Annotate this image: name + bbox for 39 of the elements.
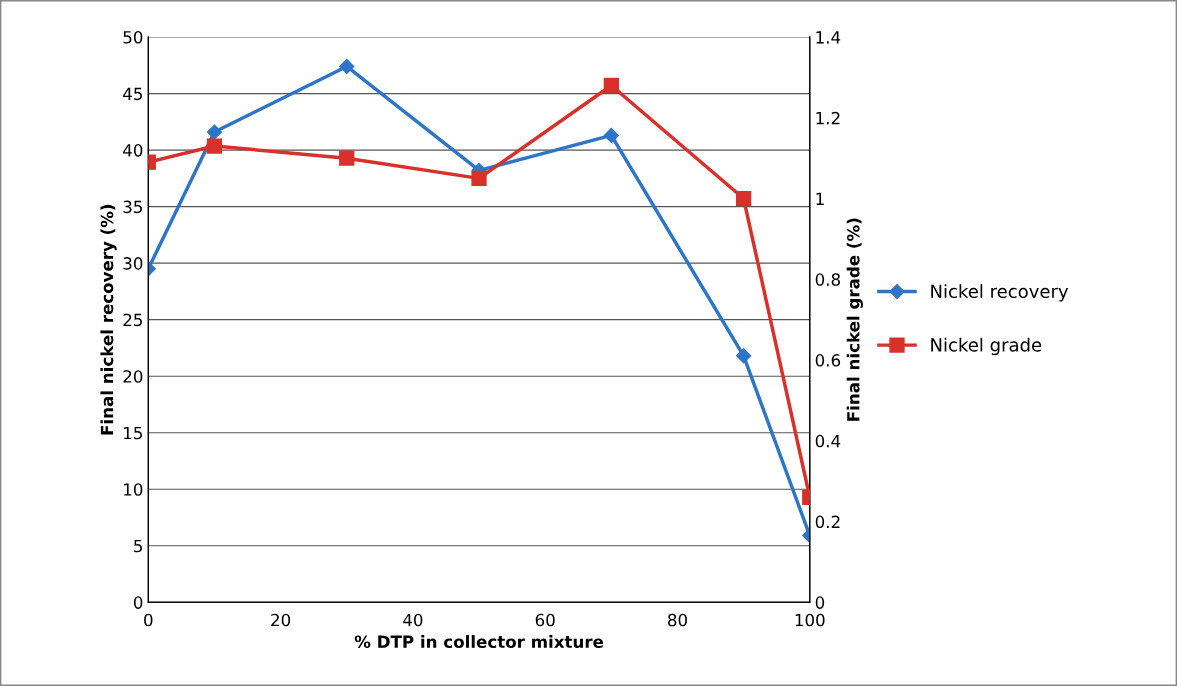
y2-tick-label: 0.4	[815, 434, 841, 448]
legend-label: Nickel recovery	[931, 284, 1069, 302]
point	[603, 77, 619, 94]
y2-tick-label: 0	[815, 596, 825, 609]
y-tick-label: 0	[133, 596, 143, 609]
y2-tick-label: 1.4	[816, 31, 841, 44]
y-tick-label: 45	[123, 87, 142, 101]
y-tick-label: 25	[123, 313, 142, 327]
y-tick-label: 30	[123, 257, 143, 270]
y2-tick-label: 0.2	[815, 515, 840, 529]
y2-axis-title: Final nickel grade (%)	[846, 218, 863, 421]
y2-tick-label: 0.6	[815, 354, 841, 367]
y-tick-label: 5	[134, 539, 142, 553]
y-tick-label: 35	[123, 200, 142, 214]
x-tick-label: 20	[271, 613, 291, 627]
y-tick-label: 20	[123, 370, 143, 383]
x-tick-label: 60	[535, 613, 555, 627]
point	[735, 190, 752, 207]
point	[471, 170, 487, 186]
y-tick-label: 40	[123, 144, 143, 157]
legend-label: Nickel grade	[931, 337, 1042, 356]
y2-tick-label: 0.8	[815, 273, 840, 286]
x-tick-label: 40	[403, 613, 423, 627]
point	[206, 124, 223, 140]
x-tick-label: 80	[668, 613, 687, 627]
x-axis-title: % DTP in collector mixture	[354, 635, 604, 649]
y-tick-label: 10	[124, 483, 143, 496]
point	[603, 127, 619, 143]
point	[206, 138, 223, 154]
y-tick-label: 15	[124, 426, 142, 440]
point	[339, 58, 355, 75]
point	[339, 150, 355, 166]
y2-tick-label: 1	[816, 192, 824, 205]
y2-tick-label: 1.2	[816, 111, 840, 125]
point	[736, 348, 752, 364]
x-tick-label: 0	[144, 613, 153, 627]
x-tick-label: 100	[795, 613, 825, 627]
y-axis-title: Final nickel recovery (%)	[100, 204, 117, 435]
y-tick-label: 50	[123, 31, 143, 44]
